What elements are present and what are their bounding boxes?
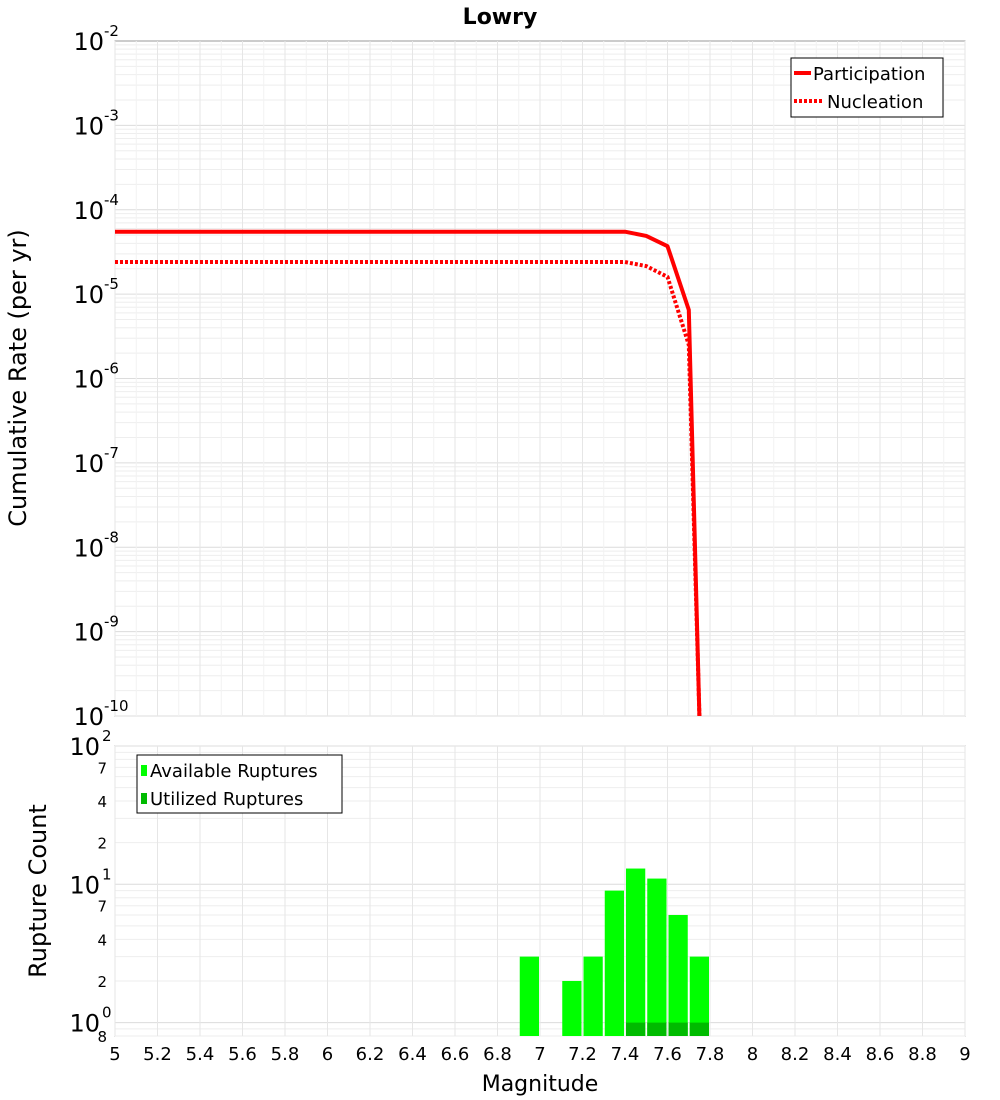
rate-y-axis-label: Cumulative Rate (per yr) [4,229,32,527]
x-tick-label: 6.6 [441,1044,470,1065]
x-tick-label: 7.2 [568,1044,597,1065]
available-ruptures-bar [668,914,688,1036]
utilized-legend-swatch [141,793,147,804]
count-y-tick-base: 10 [69,1010,100,1038]
x-tick-label: 9 [959,1044,970,1065]
x-tick-label: 5.2 [143,1044,172,1065]
x-tick-label: 8.2 [781,1044,810,1065]
participation-line [115,229,702,717]
available-ruptures-bar [604,890,624,1036]
rate-y-tick-base: 10 [73,112,104,140]
rate-y-tick-exponent: -9 [104,613,119,631]
rate-legend-box [790,57,944,118]
x-tick-label: 5 [109,1044,120,1065]
x-tick-label: 6.2 [356,1044,385,1065]
x-tick-label: 7 [534,1044,545,1065]
rate-y-tick-exponent: -7 [104,444,119,462]
count-y-tick-minor: 2 [97,835,107,853]
x-tick-label: 7.6 [653,1044,682,1065]
count-y-tick-minor: 4 [97,931,107,949]
x-tick-label: 5.6 [228,1044,257,1065]
available-ruptures-bar [626,868,646,1036]
rate-y-tick-base: 10 [73,366,104,394]
rate-y-tick-base: 10 [73,281,104,309]
rate-y-tick-base: 10 [73,703,104,731]
available-legend-swatch [141,765,147,776]
count-y-tick-exponent: 0 [102,1004,112,1022]
count-legend: Available Ruptures Utilized Ruptures [136,754,343,814]
utilized-ruptures-bar [626,1022,646,1036]
rate-legend: Participation Nucleation [790,57,944,118]
count-legend-box [136,754,343,814]
chart-title: Lowry [463,5,538,30]
count-y-tick-minor: 8 [97,1028,107,1046]
count-y-tick-exponent: 1 [102,865,112,883]
count-y-tick-minor: 2 [97,973,107,991]
count-y-tick-base: 10 [69,733,100,761]
x-tick-label: 8.8 [908,1044,937,1065]
rate-y-tick-base: 10 [73,534,104,562]
x-tick-label: 7.8 [696,1044,725,1065]
rate-series [115,229,702,717]
participation-legend-label: Participation [813,64,925,85]
x-tick-label: 5.4 [186,1044,215,1065]
rate-y-tick-base: 10 [73,450,104,478]
x-axis-label: Magnitude [482,1072,599,1097]
x-tick-label: 6 [322,1044,333,1065]
available-ruptures-bar [583,956,603,1036]
available-ruptures-bar [519,956,539,1036]
rate-y-tick-exponent: -2 [104,22,119,40]
nucleation-legend-label: Nucleation [827,92,923,113]
count-x-ticks: 5 5.2 5.4 5.6 5.8 6 6.2 6.4 6.6 6.8 7 7.2 7.4 7.6 7.8 8… [109,1044,970,1065]
count-y-tick-exponent: 2 [102,727,112,745]
x-tick-label: 8.6 [866,1044,895,1065]
rate-y-tick-base: 10 [73,619,104,647]
x-tick-label: 6.8 [483,1044,512,1065]
rate-y-tick-exponent: -4 [104,191,119,209]
count-y-tick-minor: 4 [97,793,107,811]
utilized-legend-label: Utilized Ruptures [150,789,303,810]
x-tick-label: 5.8 [271,1044,300,1065]
count-y-tick-minor: 7 [97,759,107,777]
x-tick-label: 7.4 [611,1044,640,1065]
rate-y-tick-exponent: -3 [104,106,119,124]
rate-grid [114,41,966,717]
rate-y-tick-exponent: -6 [104,360,119,378]
available-ruptures-bar [562,980,582,1036]
count-y-axis-label: Rupture Count [24,804,52,978]
rate-y-tick-base: 10 [73,197,104,225]
x-tick-label: 6.4 [398,1044,427,1065]
nucleation-line [115,260,702,717]
x-tick-label: 8 [747,1044,758,1065]
rate-y-tick-exponent: -10 [104,697,129,715]
utilized-ruptures-bar [689,1022,709,1036]
rate-y-tick-exponent: -5 [104,275,119,293]
rate-y-tick-base: 10 [73,28,104,56]
rate-y-tick-exponent: -8 [104,528,119,546]
x-tick-label: 8.4 [823,1044,852,1065]
utilized-ruptures-bar [647,1022,667,1036]
count-y-tick-base: 10 [69,871,100,899]
available-ruptures-bar [647,878,667,1036]
utilized-ruptures-bar [668,1022,688,1036]
count-bars [519,868,709,1036]
available-legend-label: Available Ruptures [150,761,318,782]
available-ruptures-bar [689,956,709,1036]
count-y-tick-minor: 7 [97,898,107,916]
